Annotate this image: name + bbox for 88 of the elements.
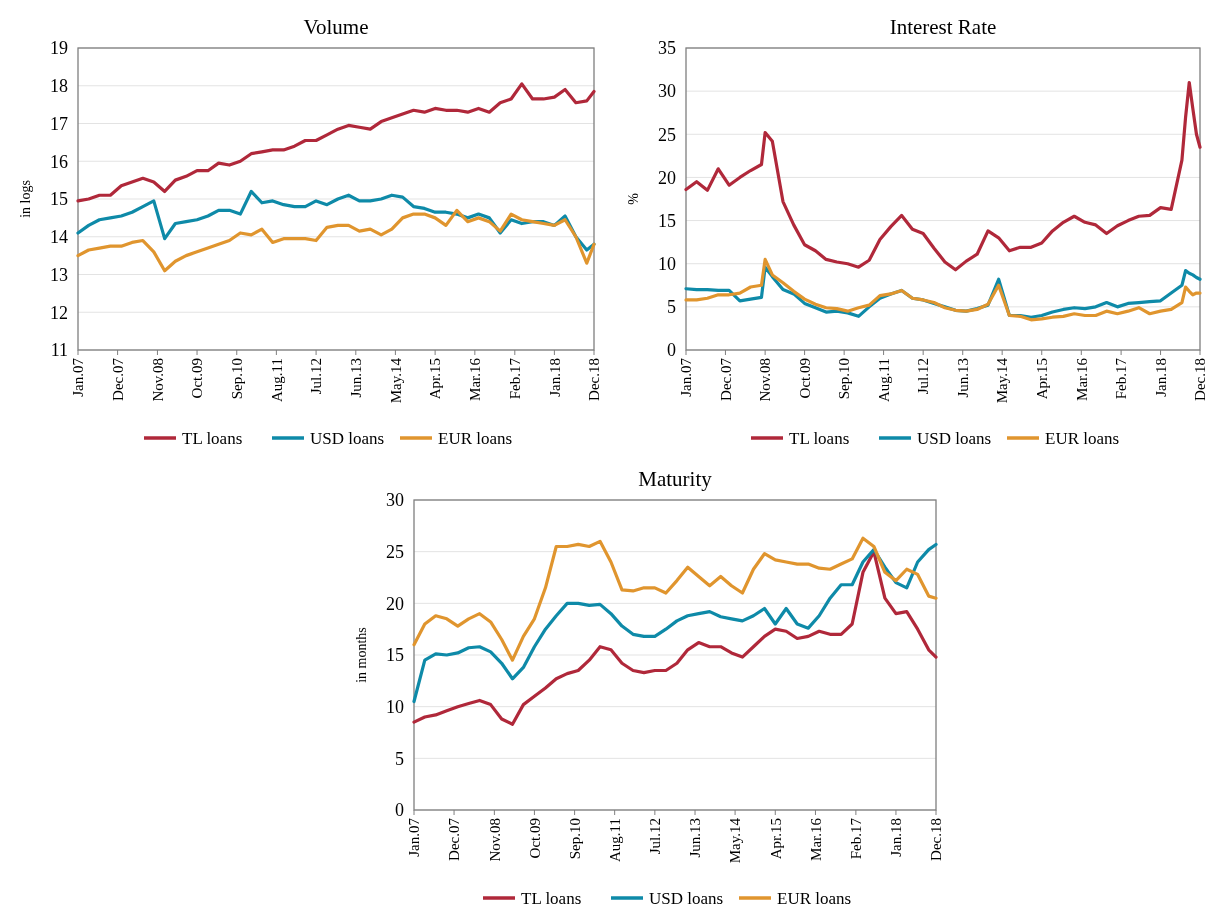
x-tick-label: Feb.17	[507, 357, 524, 400]
y-tick-label: 30	[386, 490, 404, 511]
y-tick-label: 16	[50, 151, 68, 172]
y-tick-label: 5	[395, 748, 404, 769]
x-tick-label: Jul.12	[647, 818, 664, 855]
legend-label: TL loans	[521, 888, 582, 906]
y-tick-label: 25	[386, 541, 404, 562]
x-tick-label: Jan.18	[546, 358, 563, 397]
x-tick-label: Mar.16	[1073, 357, 1090, 401]
legend-label: EUR loans	[777, 888, 852, 906]
line-series	[412, 536, 938, 662]
x-tick-label: Feb.17	[848, 817, 865, 860]
x-tick-label: Dec.07	[717, 357, 734, 401]
legend-label: TL loans	[789, 428, 850, 448]
y-tick-label: 15	[386, 645, 404, 666]
x-tick-label: Oct.09	[189, 358, 206, 399]
chart-title: Volume	[303, 15, 369, 39]
x-tick-label: Jan.07	[678, 357, 695, 397]
x-tick-label: Sep.10	[836, 358, 853, 400]
x-tick-label: Dec.18	[928, 818, 945, 861]
x-tick-label: Jan.18	[888, 818, 905, 857]
line-series	[76, 208, 596, 273]
x-tick-label: Sep.10	[566, 818, 583, 860]
y-tick-label: 14	[50, 227, 68, 248]
y-tick-label: 30	[658, 81, 676, 102]
x-tick-label: Nov.08	[149, 358, 166, 402]
legend-label: USD loans	[649, 888, 724, 906]
x-tick-label: Jun.13	[954, 358, 971, 398]
x-tick-label: Apr.15	[767, 818, 784, 860]
x-tick-label: Dec.07	[446, 817, 463, 861]
line-series	[76, 82, 596, 203]
x-tick-label: Sep.10	[229, 358, 246, 400]
y-tick-label: 17	[50, 113, 68, 134]
y-tick-label: 0	[667, 340, 676, 361]
y-axis-title: in months	[354, 627, 369, 683]
x-tick-label: Oct.09	[526, 818, 543, 859]
y-tick-label: 20	[658, 167, 676, 188]
y-tick-label: 15	[50, 189, 68, 210]
x-tick-label: Jun.13	[687, 818, 704, 858]
x-tick-label: Aug.11	[268, 358, 285, 403]
x-tick-label: Mar.16	[807, 817, 824, 861]
y-axis-title: in logs	[18, 180, 33, 218]
x-tick-label: Dec.18	[1192, 358, 1208, 401]
line-series	[684, 257, 1202, 322]
chart-title: Maturity	[638, 467, 713, 491]
y-tick-label: 0	[395, 800, 404, 821]
x-tick-label: Nov.08	[757, 358, 774, 402]
legend-label: TL loans	[182, 428, 243, 448]
x-tick-label: Nov.08	[486, 818, 503, 862]
y-axis-title: %	[626, 192, 641, 205]
x-tick-label: Jan.18	[1152, 358, 1169, 397]
chart-title: Interest Rate	[889, 15, 997, 39]
x-tick-label: Dec.07	[109, 357, 126, 401]
line-series	[412, 542, 938, 704]
legend-label: EUR loans	[438, 428, 513, 448]
y-tick-label: 18	[50, 76, 68, 97]
y-tick-label: 5	[667, 297, 676, 318]
x-tick-label: May.14	[994, 357, 1011, 404]
x-tick-label: Oct.09	[796, 358, 813, 399]
legend-label: EUR loans	[1045, 428, 1120, 448]
x-tick-label: Apr.15	[427, 358, 444, 400]
x-tick-label: May.14	[727, 817, 744, 864]
x-tick-label: Dec.18	[586, 358, 603, 401]
legend-label: USD loans	[310, 428, 385, 448]
y-tick-label: 11	[50, 340, 68, 361]
x-tick-label: Jul.12	[308, 358, 325, 395]
y-tick-label: 19	[50, 38, 68, 59]
y-tick-label: 15	[658, 210, 676, 231]
x-tick-label: Mar.16	[467, 357, 484, 401]
line-series	[684, 80, 1202, 272]
y-tick-label: 12	[50, 302, 68, 323]
y-tick-label: 10	[386, 696, 404, 717]
x-tick-label: Aug.11	[875, 358, 892, 403]
x-tick-label: Jan.07	[406, 817, 423, 857]
x-tick-label: Aug.11	[606, 818, 623, 863]
x-tick-label: Jul.12	[915, 358, 932, 395]
y-tick-label: 10	[658, 254, 676, 275]
y-tick-label: 35	[658, 38, 676, 59]
legend-label: USD loans	[917, 428, 992, 448]
y-tick-label: 20	[386, 593, 404, 614]
x-tick-label: May.14	[387, 357, 404, 404]
x-tick-label: Apr.15	[1033, 358, 1050, 400]
x-tick-label: Feb.17	[1113, 357, 1130, 400]
line-series	[412, 550, 938, 726]
y-tick-label: 13	[50, 264, 68, 285]
x-tick-label: Jun.13	[348, 358, 365, 398]
y-tick-label: 25	[658, 124, 676, 145]
x-tick-label: Jan.07	[70, 357, 87, 397]
